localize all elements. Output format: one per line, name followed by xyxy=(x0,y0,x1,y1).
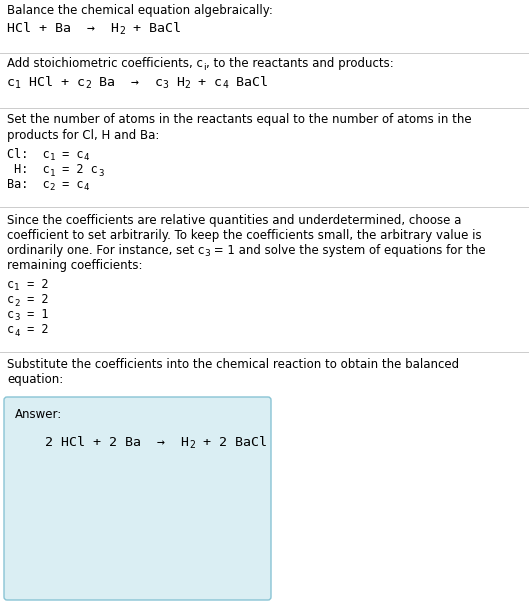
Text: coefficient to set arbitrarily. To keep the coefficients small, the arbitrary va: coefficient to set arbitrarily. To keep … xyxy=(7,229,481,242)
Text: , to the reactants and products:: , to the reactants and products: xyxy=(205,57,393,70)
Text: Answer:: Answer: xyxy=(15,408,62,421)
Text: + BaCl: + BaCl xyxy=(125,22,181,35)
Text: 3: 3 xyxy=(163,81,169,90)
Text: 4: 4 xyxy=(84,183,89,192)
Text: 2: 2 xyxy=(14,299,20,308)
Text: 2: 2 xyxy=(119,27,125,36)
Text: 1: 1 xyxy=(50,169,55,177)
Text: c: c xyxy=(7,308,14,321)
Text: Set the number of atoms in the reactants equal to the number of atoms in the: Set the number of atoms in the reactants… xyxy=(7,113,472,126)
Text: 1: 1 xyxy=(50,154,55,163)
Text: Balance the chemical equation algebraically:: Balance the chemical equation algebraica… xyxy=(7,4,273,17)
Text: + 2 BaCl: + 2 BaCl xyxy=(195,436,267,449)
Text: 3: 3 xyxy=(98,169,103,177)
Text: 2: 2 xyxy=(50,183,55,192)
Text: c: c xyxy=(7,293,14,306)
Text: 1: 1 xyxy=(14,283,20,293)
Text: c: c xyxy=(7,278,14,291)
Text: H: H xyxy=(169,76,185,89)
Text: i: i xyxy=(203,63,205,72)
Text: Ba:  c: Ba: c xyxy=(7,178,50,191)
Text: equation:: equation: xyxy=(7,373,63,386)
Text: H:  c: H: c xyxy=(7,163,50,176)
Text: 4: 4 xyxy=(223,81,229,90)
Text: 2: 2 xyxy=(85,81,91,90)
Text: = 2: = 2 xyxy=(20,293,48,306)
Text: = c: = c xyxy=(55,148,84,161)
Text: ordinarily one. For instance, set c: ordinarily one. For instance, set c xyxy=(7,244,204,257)
Text: Ba  →  c: Ba → c xyxy=(91,76,163,89)
Text: Cl:  c: Cl: c xyxy=(7,148,50,161)
Text: HCl + c: HCl + c xyxy=(21,76,85,89)
Text: products for Cl, H and Ba:: products for Cl, H and Ba: xyxy=(7,129,159,142)
Text: c: c xyxy=(7,323,14,336)
Text: 1: 1 xyxy=(15,81,21,90)
Text: + c: + c xyxy=(190,76,223,89)
Text: = 1 and solve the system of equations for the: = 1 and solve the system of equations fo… xyxy=(210,244,486,257)
Text: Add stoichiometric coefficients, c: Add stoichiometric coefficients, c xyxy=(7,57,203,70)
Text: 4: 4 xyxy=(84,154,89,163)
Text: HCl + Ba  →  H: HCl + Ba → H xyxy=(7,22,119,35)
Text: = 2: = 2 xyxy=(20,278,48,291)
Text: 3: 3 xyxy=(14,313,20,322)
Text: = 1: = 1 xyxy=(20,308,48,321)
Text: 2: 2 xyxy=(185,81,190,90)
Text: = c: = c xyxy=(55,178,84,191)
Text: 3: 3 xyxy=(204,249,210,259)
Text: = 2 c: = 2 c xyxy=(55,163,98,176)
Text: Substitute the coefficients into the chemical reaction to obtain the balanced: Substitute the coefficients into the che… xyxy=(7,358,459,371)
FancyBboxPatch shape xyxy=(4,397,271,600)
Text: remaining coefficients:: remaining coefficients: xyxy=(7,259,142,272)
Text: BaCl: BaCl xyxy=(229,76,268,89)
Text: c: c xyxy=(7,76,15,89)
Text: Since the coefficients are relative quantities and underdetermined, choose a: Since the coefficients are relative quan… xyxy=(7,214,461,227)
Text: 4: 4 xyxy=(14,328,20,337)
Text: 2: 2 xyxy=(189,441,195,450)
Text: 2 HCl + 2 Ba  →  H: 2 HCl + 2 Ba → H xyxy=(45,436,189,449)
Text: = 2: = 2 xyxy=(20,323,48,336)
